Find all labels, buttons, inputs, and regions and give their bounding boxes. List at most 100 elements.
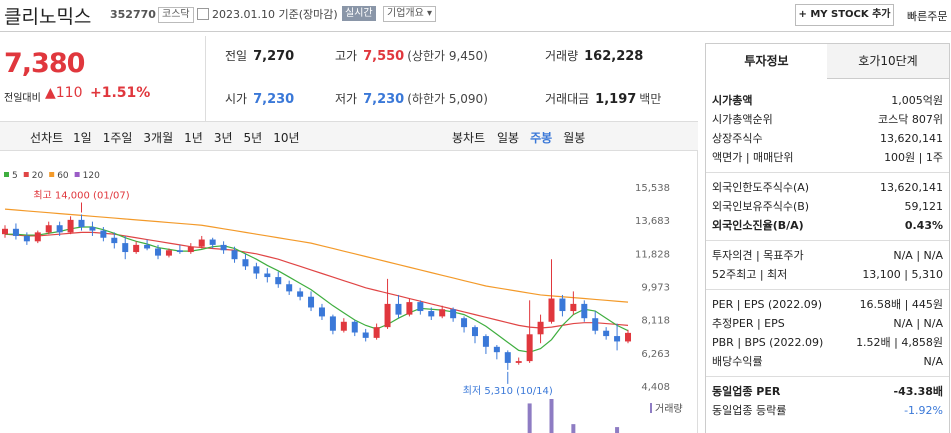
candle-body	[209, 239, 216, 245]
invest-rows: 시가총액 1,005억원 시가총액순위 코스닥 807위 상장주식수 13,620,141…	[706, 86, 949, 425]
summary-value: 7,230	[363, 92, 405, 107]
summary-label: 거래량	[545, 49, 579, 63]
candle-period-tab[interactable]: 주봉	[530, 131, 553, 145]
candle-body	[286, 284, 293, 292]
summary-value: 1,197	[595, 92, 637, 107]
summary-cell: 고가 7,550 (상한가 9,450)	[335, 47, 488, 64]
summary-value: 7,550	[363, 49, 405, 64]
company-button[interactable]: 기업개요 ▾	[383, 6, 436, 22]
period-tab[interactable]: 1일	[73, 131, 92, 145]
invest-row: 동일업종 등락률 -1.92%	[706, 401, 949, 420]
candle-body	[373, 327, 380, 338]
candle-period-tab[interactable]: 월봉	[563, 131, 586, 145]
invest-row: 동일업종 PER -43.38배	[706, 382, 949, 401]
invest-row: 외국인소진율(B/A) 0.43%	[706, 216, 949, 235]
candle-body	[100, 230, 107, 238]
invest-label: 외국인소진율(B/A)	[712, 219, 804, 232]
mystock-button[interactable]: + MY STOCK 추가	[795, 4, 894, 26]
change-rate: +1.51%	[90, 85, 151, 101]
invest-panel: 시가총액 1,005억원 시가총액순위 코스닥 807위 상장주식수 13,620,141…	[705, 43, 950, 433]
candle-body	[78, 219, 85, 228]
summary-extra: (하한가 5,090)	[407, 92, 488, 106]
market-badge: 코스닥	[158, 7, 194, 23]
candle-body	[526, 334, 533, 362]
candle-body	[155, 248, 162, 256]
candle-body	[242, 259, 249, 267]
period-tab[interactable]: 10년	[273, 131, 300, 145]
summary-extra: (상한가 9,450)	[407, 49, 488, 63]
candle-body	[340, 321, 347, 331]
invest-label: 배당수익률	[712, 355, 763, 368]
quick-order[interactable]: 빠른주문	[907, 10, 948, 23]
invest-row: 배당수익률 N/A	[706, 352, 949, 371]
divider	[205, 36, 206, 121]
volume-bar	[549, 399, 554, 433]
candle-body	[450, 309, 457, 319]
candle-body	[220, 244, 227, 251]
invest-row: 추정PER | EPS N/A | N/A	[706, 314, 949, 333]
invest-value: -43.38배	[893, 385, 943, 398]
invest-group: 동일업종 PER -43.38배 동일업종 등락률 -1.92%	[706, 376, 949, 425]
invest-value: 1,005억원	[891, 94, 943, 107]
invest-label: 투자의견 | 목표주가	[712, 249, 804, 262]
candle-body	[362, 332, 369, 338]
legend-label: 120	[83, 171, 100, 181]
period-tab[interactable]: 1주일	[102, 131, 133, 145]
y-tick-label: 4,408	[641, 382, 670, 393]
summary-label: 거래대금	[545, 92, 590, 106]
candle-body	[625, 332, 632, 342]
legend-swatch	[4, 172, 9, 177]
invest-label: 52주최고 | 최저	[712, 268, 788, 281]
stock-name: 클리노믹스	[4, 6, 92, 28]
summary-value: 162,228	[584, 49, 644, 64]
period-tab[interactable]: 1년	[184, 131, 203, 145]
y-tick-label: 15,538	[635, 183, 670, 194]
summary-extra: 백만	[639, 92, 662, 106]
chart: 4,408 6,263 8,118 9,973 11,828 13,683 15,538 5 2…	[2, 150, 698, 433]
invest-tab[interactable]: 투자정보	[706, 44, 828, 79]
summary-cell: 저가 7,230 (하한가 5,090)	[335, 90, 488, 107]
invest-label: PBR | BPS (2022.09)	[712, 336, 824, 349]
realtime-badge[interactable]: 실시간	[342, 6, 376, 21]
invest-row: 투자의견 | 목표주가 N/A | N/A	[706, 246, 949, 265]
invest-label: 상장주식수	[712, 132, 763, 145]
y-tick-label: 6,263	[641, 349, 670, 360]
invest-value: 16.58배 | 445원	[859, 298, 943, 311]
y-tick-label: 8,118	[641, 316, 670, 327]
period-tab[interactable]: 3년	[213, 131, 233, 145]
invest-label: 추정PER | EPS	[712, 317, 785, 330]
invest-value: N/A | N/A	[893, 249, 943, 262]
candle-body	[351, 321, 358, 333]
candle-body	[176, 250, 183, 253]
invest-label: 시가총액	[712, 94, 753, 107]
invest-row: 상장주식수 13,620,141	[706, 129, 949, 148]
candle-body	[318, 307, 325, 317]
ma-line	[4, 231, 629, 329]
volume-swatch	[650, 403, 652, 413]
candle-body	[548, 298, 555, 322]
summary-cell: 전일 7,270	[225, 47, 294, 64]
invest-row: 시가총액 1,005억원	[706, 91, 949, 110]
candle-body	[603, 330, 610, 337]
candle-body	[297, 291, 304, 297]
invest-row: PER | EPS (2022.09) 16.58배 | 445원	[706, 295, 949, 314]
ma-line	[4, 208, 629, 303]
legend-swatch	[74, 172, 80, 177]
period-tab[interactable]: 5년	[243, 131, 263, 145]
period-tab[interactable]: 3개월	[143, 131, 174, 145]
invest-label: PER | EPS (2022.09)	[712, 298, 823, 311]
invest-value: N/A | N/A	[893, 317, 943, 330]
summary-label: 전일	[225, 49, 248, 63]
candle-period-tab[interactable]: 일봉	[497, 131, 520, 145]
invest-label: 외국인보유주식수(B)	[712, 200, 810, 213]
invest-tab[interactable]: 호가10단계	[827, 44, 949, 79]
volume-bar	[527, 403, 532, 433]
candle-periods: 일봉 주봉 월봉	[497, 129, 585, 146]
chart-tabs: 선차트 1일 1주일 3개월 1년 3년 5년 10년 봉차트 일봉 주봉 월봉	[0, 121, 698, 151]
invest-row: 외국인한도주식수(A) 13,620,141	[706, 178, 949, 197]
candle-body	[111, 237, 118, 244]
y-tick-label: 11,828	[635, 249, 670, 260]
calendar-icon	[197, 8, 209, 20]
invest-value: 59,121	[904, 200, 944, 213]
